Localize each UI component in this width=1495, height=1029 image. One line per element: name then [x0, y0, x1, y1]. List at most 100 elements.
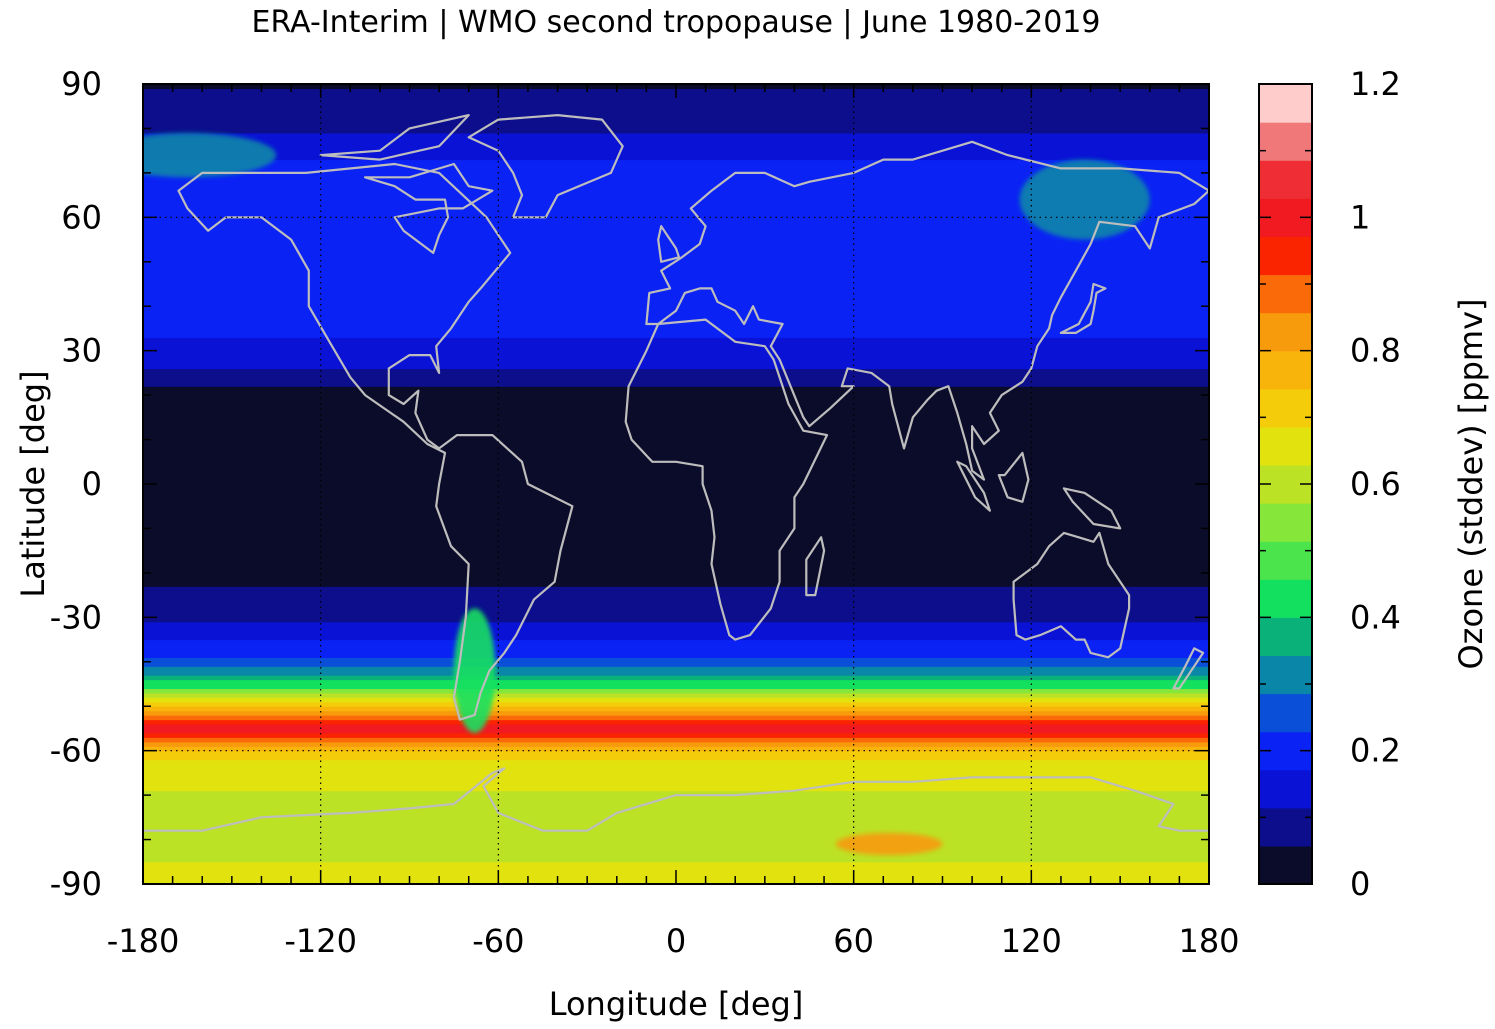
heatmap-band: [143, 639, 1209, 645]
heatmap-band: [143, 435, 1209, 441]
heatmap-band: [143, 137, 1209, 143]
x-axis-label: Longitude [deg]: [549, 985, 804, 1023]
colorbar-tick-label: 0.4: [1350, 598, 1401, 636]
heatmap-band: [143, 399, 1209, 405]
heatmap-band: [143, 724, 1209, 730]
heatmap-band: [143, 679, 1209, 685]
y-tick-label: 30: [61, 332, 102, 370]
colorbar-swatch: [1259, 122, 1312, 161]
colorbar-swatch: [1259, 845, 1312, 885]
heatmap-band: [143, 204, 1209, 210]
heatmap-band: [143, 675, 1209, 681]
heatmap-band: [143, 532, 1209, 538]
heatmap-band: [143, 337, 1209, 343]
heatmap-band: [143, 146, 1209, 152]
dotted-gridlines: [143, 84, 1209, 884]
heatmap-band: [143, 444, 1209, 450]
heatmap-band: [143, 857, 1209, 863]
heatmap-band: [143, 341, 1209, 347]
heatmap-band: [143, 297, 1209, 303]
coastline: [624, 318, 829, 641]
coastline: [657, 225, 681, 263]
heatmap-band: [143, 168, 1209, 174]
heatmap-band: [143, 541, 1209, 547]
heatmap-band: [143, 706, 1209, 712]
heatmap-band: [143, 626, 1209, 632]
heatmap-band: [143, 128, 1209, 134]
heatmap-band: [143, 301, 1209, 307]
heatmap-band: [143, 217, 1209, 223]
colorbar-ticks: [1259, 83, 1312, 885]
heatmap-band: [143, 839, 1209, 845]
y-tick-label: -30: [50, 598, 102, 636]
heatmap-band: [143, 786, 1209, 792]
heatmap-band: [143, 604, 1209, 610]
heatmap-band: [143, 172, 1209, 178]
heatmap-band: [143, 555, 1209, 561]
heatmap-band: [143, 506, 1209, 512]
heatmap-maximum: [835, 832, 943, 856]
y-axis-label: Latitude [deg]: [14, 370, 52, 597]
heatmap-band: [143, 710, 1209, 716]
heatmap-area: [143, 84, 1209, 884]
heatmap-band: [143, 328, 1209, 334]
heatmap-band: [143, 177, 1209, 183]
heatmap-band: [143, 448, 1209, 454]
heatmap-band: [143, 572, 1209, 578]
heatmap-band: [143, 768, 1209, 774]
heatmap-band: [143, 132, 1209, 138]
x-tick-label: -120: [284, 922, 357, 960]
heatmap-band: [143, 697, 1209, 703]
colorbar-swatch: [1259, 655, 1312, 695]
colorbar-tick-label: 0.2: [1350, 732, 1401, 770]
heatmap-band: [143, 852, 1209, 858]
heatmap-band: [143, 221, 1209, 227]
heatmap-band: [143, 452, 1209, 458]
colorbar-swatch: [1259, 236, 1312, 276]
coastline: [1012, 531, 1131, 659]
heatmap-band: [143, 364, 1209, 370]
heatmap-band: [143, 186, 1209, 192]
heatmap-band: [143, 621, 1209, 627]
heatmap-band: [143, 488, 1209, 494]
colorbar-swatch: [1259, 807, 1312, 847]
heatmap-band: [143, 110, 1209, 116]
heatmap-band: [143, 230, 1209, 236]
y-tick-label: 90: [61, 65, 102, 103]
heatmap-band: [143, 457, 1209, 463]
heatmap-band: [143, 537, 1209, 543]
colorbar-swatch: [1259, 160, 1312, 199]
heatmap-band: [143, 688, 1209, 694]
heatmap-maximum: [1019, 159, 1150, 240]
heatmap-band: [143, 479, 1209, 485]
heatmap-band: [143, 252, 1209, 258]
heatmap-band: [143, 106, 1209, 112]
heatmap-band: [143, 515, 1209, 521]
heatmap-band: [143, 372, 1209, 378]
heatmap-band: [143, 795, 1209, 801]
heatmap-band: [143, 484, 1209, 490]
heatmap-band: [143, 208, 1209, 214]
heatmap-band: [143, 772, 1209, 778]
heatmap-band: [143, 124, 1209, 130]
heatmap-band: [143, 466, 1209, 472]
heatmap-band: [143, 550, 1209, 556]
heatmap-band: [143, 799, 1209, 805]
heatmap-band: [143, 190, 1209, 196]
x-tick-labels: -180 -120 -60 0 60 120 180: [107, 922, 1240, 960]
heatmap-band: [143, 430, 1209, 436]
heatmap-band: [143, 292, 1209, 298]
heatmap-band: [143, 266, 1209, 272]
coastline: [1059, 282, 1107, 334]
heatmap-band: [143, 386, 1209, 392]
heatmap-band: [143, 692, 1209, 698]
heatmap-band: [143, 835, 1209, 841]
heatmap-band: [143, 648, 1209, 654]
heatmap-band: [143, 412, 1209, 418]
colorbar-tick-label: 0: [1350, 865, 1370, 903]
y-tick-labels: -90 -60 -30 0 30 60 90: [50, 65, 102, 903]
heatmap-band: [143, 528, 1209, 534]
heatmap-band: [143, 324, 1209, 330]
heatmap-band: [143, 866, 1209, 872]
